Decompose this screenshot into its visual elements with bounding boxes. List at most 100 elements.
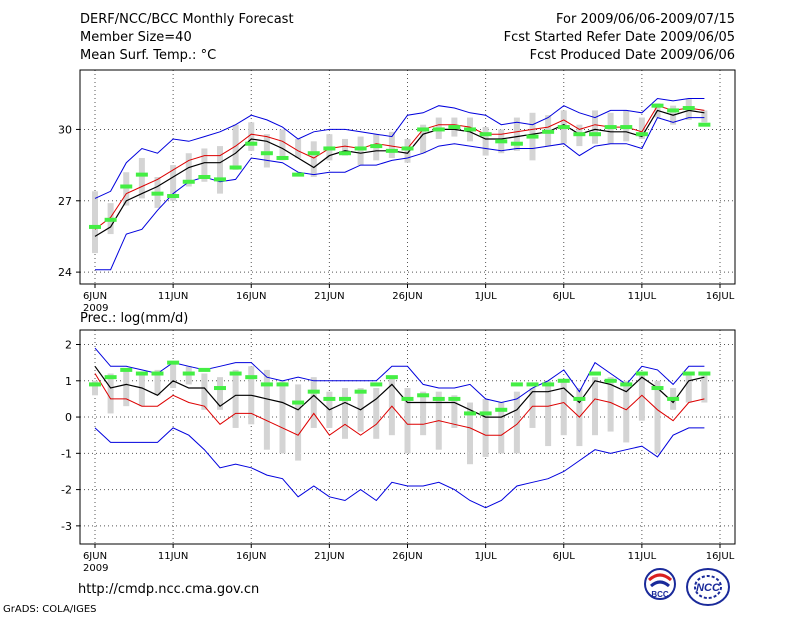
observed-marker xyxy=(307,151,320,156)
x-tick-label: 11JUL xyxy=(628,551,657,562)
observed-marker xyxy=(135,371,148,376)
observed-marker xyxy=(510,141,523,146)
observed-marker xyxy=(682,371,695,376)
y-tick-label: -2 xyxy=(61,484,72,497)
observed-marker xyxy=(229,371,242,376)
observed-marker xyxy=(526,134,539,139)
observed-marker xyxy=(135,172,148,177)
observed-marker xyxy=(464,411,476,416)
bcc-logo-icon: BCC xyxy=(644,568,676,600)
spread-bar xyxy=(107,373,114,414)
spread-bar xyxy=(201,148,208,182)
ncc-logo-icon: NCC xyxy=(686,568,730,606)
forecast-period: For 2009/06/06-2009/07/15 xyxy=(556,12,735,27)
variable-label: Mean Surf. Temp.: °C xyxy=(80,48,217,63)
min-line xyxy=(94,427,705,509)
spread-bar xyxy=(498,402,505,454)
spread-bar xyxy=(357,136,364,166)
spread-bar xyxy=(482,127,489,156)
observed-marker xyxy=(495,139,508,144)
observed-marker xyxy=(510,382,523,387)
x-tick-label: 6JUN xyxy=(83,551,107,562)
precip-title: Prec.: log(mm/d) xyxy=(80,311,188,326)
observed-marker xyxy=(604,378,617,383)
observed-marker xyxy=(89,224,101,229)
spread-bar xyxy=(545,380,552,447)
x-tick-label: 1JUL xyxy=(475,291,498,302)
observed-marker xyxy=(385,375,398,380)
observed-marker xyxy=(698,371,711,376)
spread-bar xyxy=(529,388,536,428)
observed-marker xyxy=(557,378,570,383)
observed-marker xyxy=(229,165,242,170)
spread-bar xyxy=(310,377,317,428)
observed-marker xyxy=(651,103,664,108)
ncc-logo-label: NCC xyxy=(696,582,721,594)
spread-bar xyxy=(513,391,520,454)
observed-marker xyxy=(604,125,617,130)
observed-marker xyxy=(151,371,164,376)
spread-bar xyxy=(451,395,458,428)
spread-bar xyxy=(279,380,286,454)
observed-marker xyxy=(339,151,351,156)
observed-marker xyxy=(89,382,101,387)
spread-bar xyxy=(404,388,411,454)
observed-marker xyxy=(589,132,601,137)
observed-marker xyxy=(245,141,258,146)
observed-marker xyxy=(354,146,367,151)
source-url[interactable]: http://cmdp.ncc.cma.gov.cn xyxy=(78,582,260,597)
observed-marker xyxy=(589,371,601,376)
observed-marker xyxy=(542,129,555,134)
produced-date: Fcst Produced Date 2009/06/06 xyxy=(529,48,735,63)
max-line xyxy=(94,347,705,404)
y-tick-label: 24 xyxy=(58,266,72,279)
observed-marker xyxy=(260,382,273,387)
y-tick-label: -3 xyxy=(61,520,72,533)
observed-marker xyxy=(167,194,180,199)
spread-bar xyxy=(373,388,380,439)
x-tick-label: 21JUN xyxy=(314,291,344,302)
spread-bar xyxy=(154,369,161,396)
spread-bar xyxy=(342,388,348,439)
x-tick-label: 21JUN xyxy=(314,551,344,562)
spread-bar xyxy=(654,380,661,454)
observed-marker xyxy=(573,396,586,401)
spread-bar xyxy=(420,124,427,154)
spread-bar xyxy=(404,138,411,163)
observed-marker xyxy=(620,382,633,387)
spread-bar xyxy=(623,380,630,443)
observed-marker xyxy=(682,106,695,111)
year-label: 2009 xyxy=(83,563,108,574)
spread-bar xyxy=(342,138,348,156)
max-line xyxy=(95,117,705,271)
observed-marker xyxy=(151,191,164,196)
bcc-logo-label: BCC xyxy=(651,590,669,599)
observed-marker xyxy=(198,367,211,372)
x-tick-label: 11JUN xyxy=(158,551,188,562)
spread-bar xyxy=(420,391,427,436)
spread-bar xyxy=(123,369,130,407)
mean-line xyxy=(94,109,705,237)
spread-bar xyxy=(263,134,270,168)
spread-bar xyxy=(310,141,317,177)
observed-marker xyxy=(276,382,289,387)
observed-marker xyxy=(276,155,289,160)
min-line xyxy=(94,97,705,199)
observed-marker xyxy=(307,389,320,394)
spread-bar xyxy=(638,373,645,421)
observed-marker xyxy=(260,151,273,156)
observed-marker xyxy=(323,396,336,401)
spread-bar xyxy=(170,165,177,201)
observed-marker xyxy=(198,175,211,179)
observed-marker xyxy=(292,172,305,177)
spread-bar xyxy=(701,373,708,403)
median-line xyxy=(94,105,705,230)
y-tick-label: 1 xyxy=(65,375,72,388)
x-tick-label: 16JUL xyxy=(706,551,735,562)
spread-bar xyxy=(185,153,192,187)
observed-marker xyxy=(495,407,508,412)
observed-marker xyxy=(479,411,492,416)
spread-bar xyxy=(513,117,520,151)
spread-bar xyxy=(217,146,223,194)
